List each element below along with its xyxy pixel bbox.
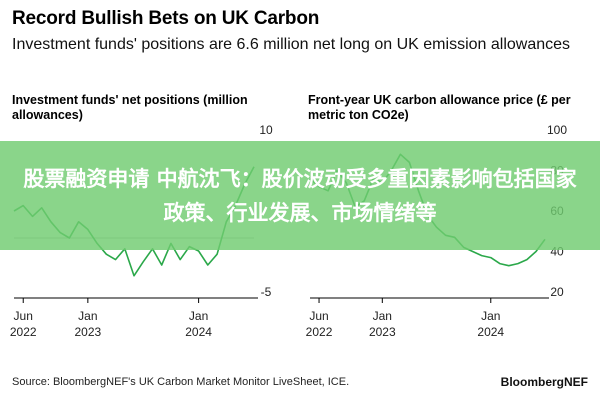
right-panel-title: Front-year UK carbon allowance price (£ … [308,93,571,122]
price-ytick-label: 100 [547,123,567,137]
positions-ytick-label: -5 [261,285,272,299]
positions-ytick-label: 10 [259,123,273,137]
source-note: Source: BloombergNEF's UK Carbon Market … [12,376,350,388]
brand-logo: BloombergNEF [500,375,588,389]
overlay-banner: 股票融资申请 中航沈飞：股价波动受多重因素影响包括国家政策、行业发展、市场情绪等 [0,141,600,250]
chart-title: Record Bullish Bets on UK Carbon [12,8,320,29]
price-xtick-label: 2022 [306,325,333,339]
price-xtick-label: 2024 [477,325,504,339]
chart-subtitle: Investment funds' positions are 6.6 mill… [12,36,571,53]
positions-xtick-label: 2022 [10,325,37,339]
positions-xtick-label: 2024 [185,325,212,339]
price-xtick-label: Jan [373,309,392,323]
positions-xtick-label: 2023 [74,325,101,339]
price-xtick-label: Jan [481,309,500,323]
positions-xtick-label: Jun [14,309,33,323]
price-xtick-label: Jun [309,309,328,323]
left-panel-title: Investment funds' net positions (million… [12,93,248,122]
positions-xtick-label: Jan [189,309,208,323]
positions-xtick-label: Jan [78,309,97,323]
price-xtick-label: 2023 [369,325,396,339]
price-ytick-label: 20 [550,285,564,299]
